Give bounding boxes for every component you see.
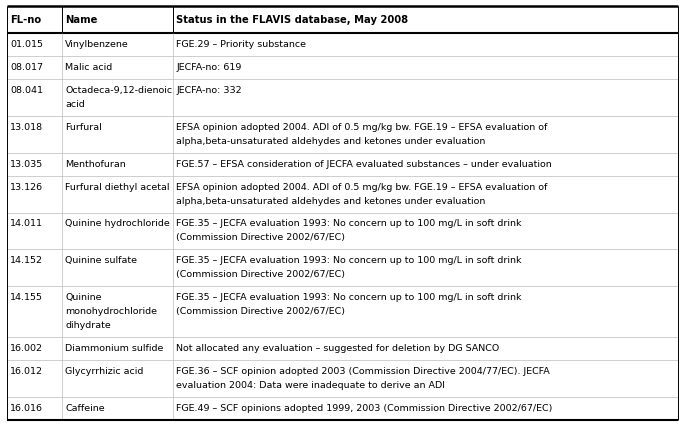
Text: 16.002: 16.002: [10, 344, 43, 353]
Text: acid: acid: [65, 100, 85, 109]
Text: 14.155: 14.155: [10, 293, 43, 302]
Text: JECFA-no: 619: JECFA-no: 619: [176, 63, 242, 72]
Bar: [7, 397, 678, 420]
Bar: [7, 213, 678, 249]
Text: Not allocated any evaluation – suggested for deletion by DG SANCO: Not allocated any evaluation – suggested…: [176, 344, 499, 353]
Text: FGE.49 – SCF opinions adopted 1999, 2003 (Commission Directive 2002/67/EC): FGE.49 – SCF opinions adopted 1999, 2003…: [176, 404, 553, 413]
Text: alpha,beta-unsaturated aldehydes and ketones under evaluation: alpha,beta-unsaturated aldehydes and ket…: [176, 197, 486, 206]
Text: Caffeine: Caffeine: [65, 404, 105, 413]
Text: 14.152: 14.152: [10, 256, 43, 265]
Text: 16.012: 16.012: [10, 367, 43, 376]
Text: Octadeca-9,12-dienoic: Octadeca-9,12-dienoic: [65, 86, 173, 95]
Text: Furfural: Furfural: [65, 123, 102, 132]
Text: FGE.57 – EFSA consideration of JECFA evaluated substances – under evaluation: FGE.57 – EFSA consideration of JECFA eva…: [176, 160, 552, 168]
Text: JECFA-no: 332: JECFA-no: 332: [176, 86, 242, 95]
Text: alpha,beta-unsaturated aldehydes and ketones under evaluation: alpha,beta-unsaturated aldehydes and ket…: [176, 137, 486, 146]
Text: Malic acid: Malic acid: [65, 63, 112, 72]
Bar: [7, 249, 678, 286]
Text: FGE.29 – Priority substance: FGE.29 – Priority substance: [176, 40, 306, 49]
Text: (Commission Directive 2002/67/EC): (Commission Directive 2002/67/EC): [176, 233, 345, 242]
Bar: [7, 176, 678, 213]
Bar: [7, 56, 678, 79]
Text: monohydrochloride: monohydrochloride: [65, 307, 158, 317]
Text: 13.018: 13.018: [10, 123, 43, 132]
Text: EFSA opinion adopted 2004. ADI of 0.5 mg/kg bw. FGE.19 – EFSA evaluation of: EFSA opinion adopted 2004. ADI of 0.5 mg…: [176, 183, 547, 191]
Text: Menthofuran: Menthofuran: [65, 160, 126, 168]
Text: Diammonium sulfide: Diammonium sulfide: [65, 344, 164, 353]
Text: Quinine: Quinine: [65, 293, 102, 302]
Bar: [7, 153, 678, 176]
Bar: [7, 79, 678, 116]
Text: dihydrate: dihydrate: [65, 321, 111, 330]
Text: FL-no: FL-no: [10, 15, 42, 25]
Text: Vinylbenzene: Vinylbenzene: [65, 40, 129, 49]
Text: (Commission Directive 2002/67/EC): (Commission Directive 2002/67/EC): [176, 271, 345, 279]
Text: Quinine sulfate: Quinine sulfate: [65, 256, 138, 265]
Text: 01.015: 01.015: [10, 40, 43, 49]
Text: 13.035: 13.035: [10, 160, 44, 168]
Text: (Commission Directive 2002/67/EC): (Commission Directive 2002/67/EC): [176, 307, 345, 317]
Text: 08.017: 08.017: [10, 63, 43, 72]
Text: Glycyrrhizic acid: Glycyrrhizic acid: [65, 367, 144, 376]
Text: FGE.36 – SCF opinion adopted 2003 (Commission Directive 2004/77/EC). JECFA: FGE.36 – SCF opinion adopted 2003 (Commi…: [176, 367, 550, 376]
Text: Status in the FLAVIS database, May 2008: Status in the FLAVIS database, May 2008: [176, 15, 408, 25]
Bar: [7, 286, 678, 337]
Text: 13.126: 13.126: [10, 183, 43, 191]
Bar: [7, 6, 678, 33]
Text: 14.011: 14.011: [10, 220, 43, 229]
Text: Quinine hydrochloride: Quinine hydrochloride: [65, 220, 170, 229]
Text: EFSA opinion adopted 2004. ADI of 0.5 mg/kg bw. FGE.19 – EFSA evaluation of: EFSA opinion adopted 2004. ADI of 0.5 mg…: [176, 123, 547, 132]
Text: FGE.35 – JECFA evaluation 1993: No concern up to 100 mg/L in soft drink: FGE.35 – JECFA evaluation 1993: No conce…: [176, 293, 522, 302]
Bar: [7, 337, 678, 360]
Text: Name: Name: [65, 15, 98, 25]
Text: evaluation 2004: Data were inadequate to derive an ADI: evaluation 2004: Data were inadequate to…: [176, 381, 445, 390]
Bar: [7, 33, 678, 56]
Text: 08.041: 08.041: [10, 86, 43, 95]
Bar: [7, 360, 678, 397]
Text: 16.016: 16.016: [10, 404, 43, 413]
Text: FGE.35 – JECFA evaluation 1993: No concern up to 100 mg/L in soft drink: FGE.35 – JECFA evaluation 1993: No conce…: [176, 256, 522, 265]
Bar: [7, 116, 678, 153]
Text: FGE.35 – JECFA evaluation 1993: No concern up to 100 mg/L in soft drink: FGE.35 – JECFA evaluation 1993: No conce…: [176, 220, 522, 229]
Text: Furfural diethyl acetal: Furfural diethyl acetal: [65, 183, 170, 191]
